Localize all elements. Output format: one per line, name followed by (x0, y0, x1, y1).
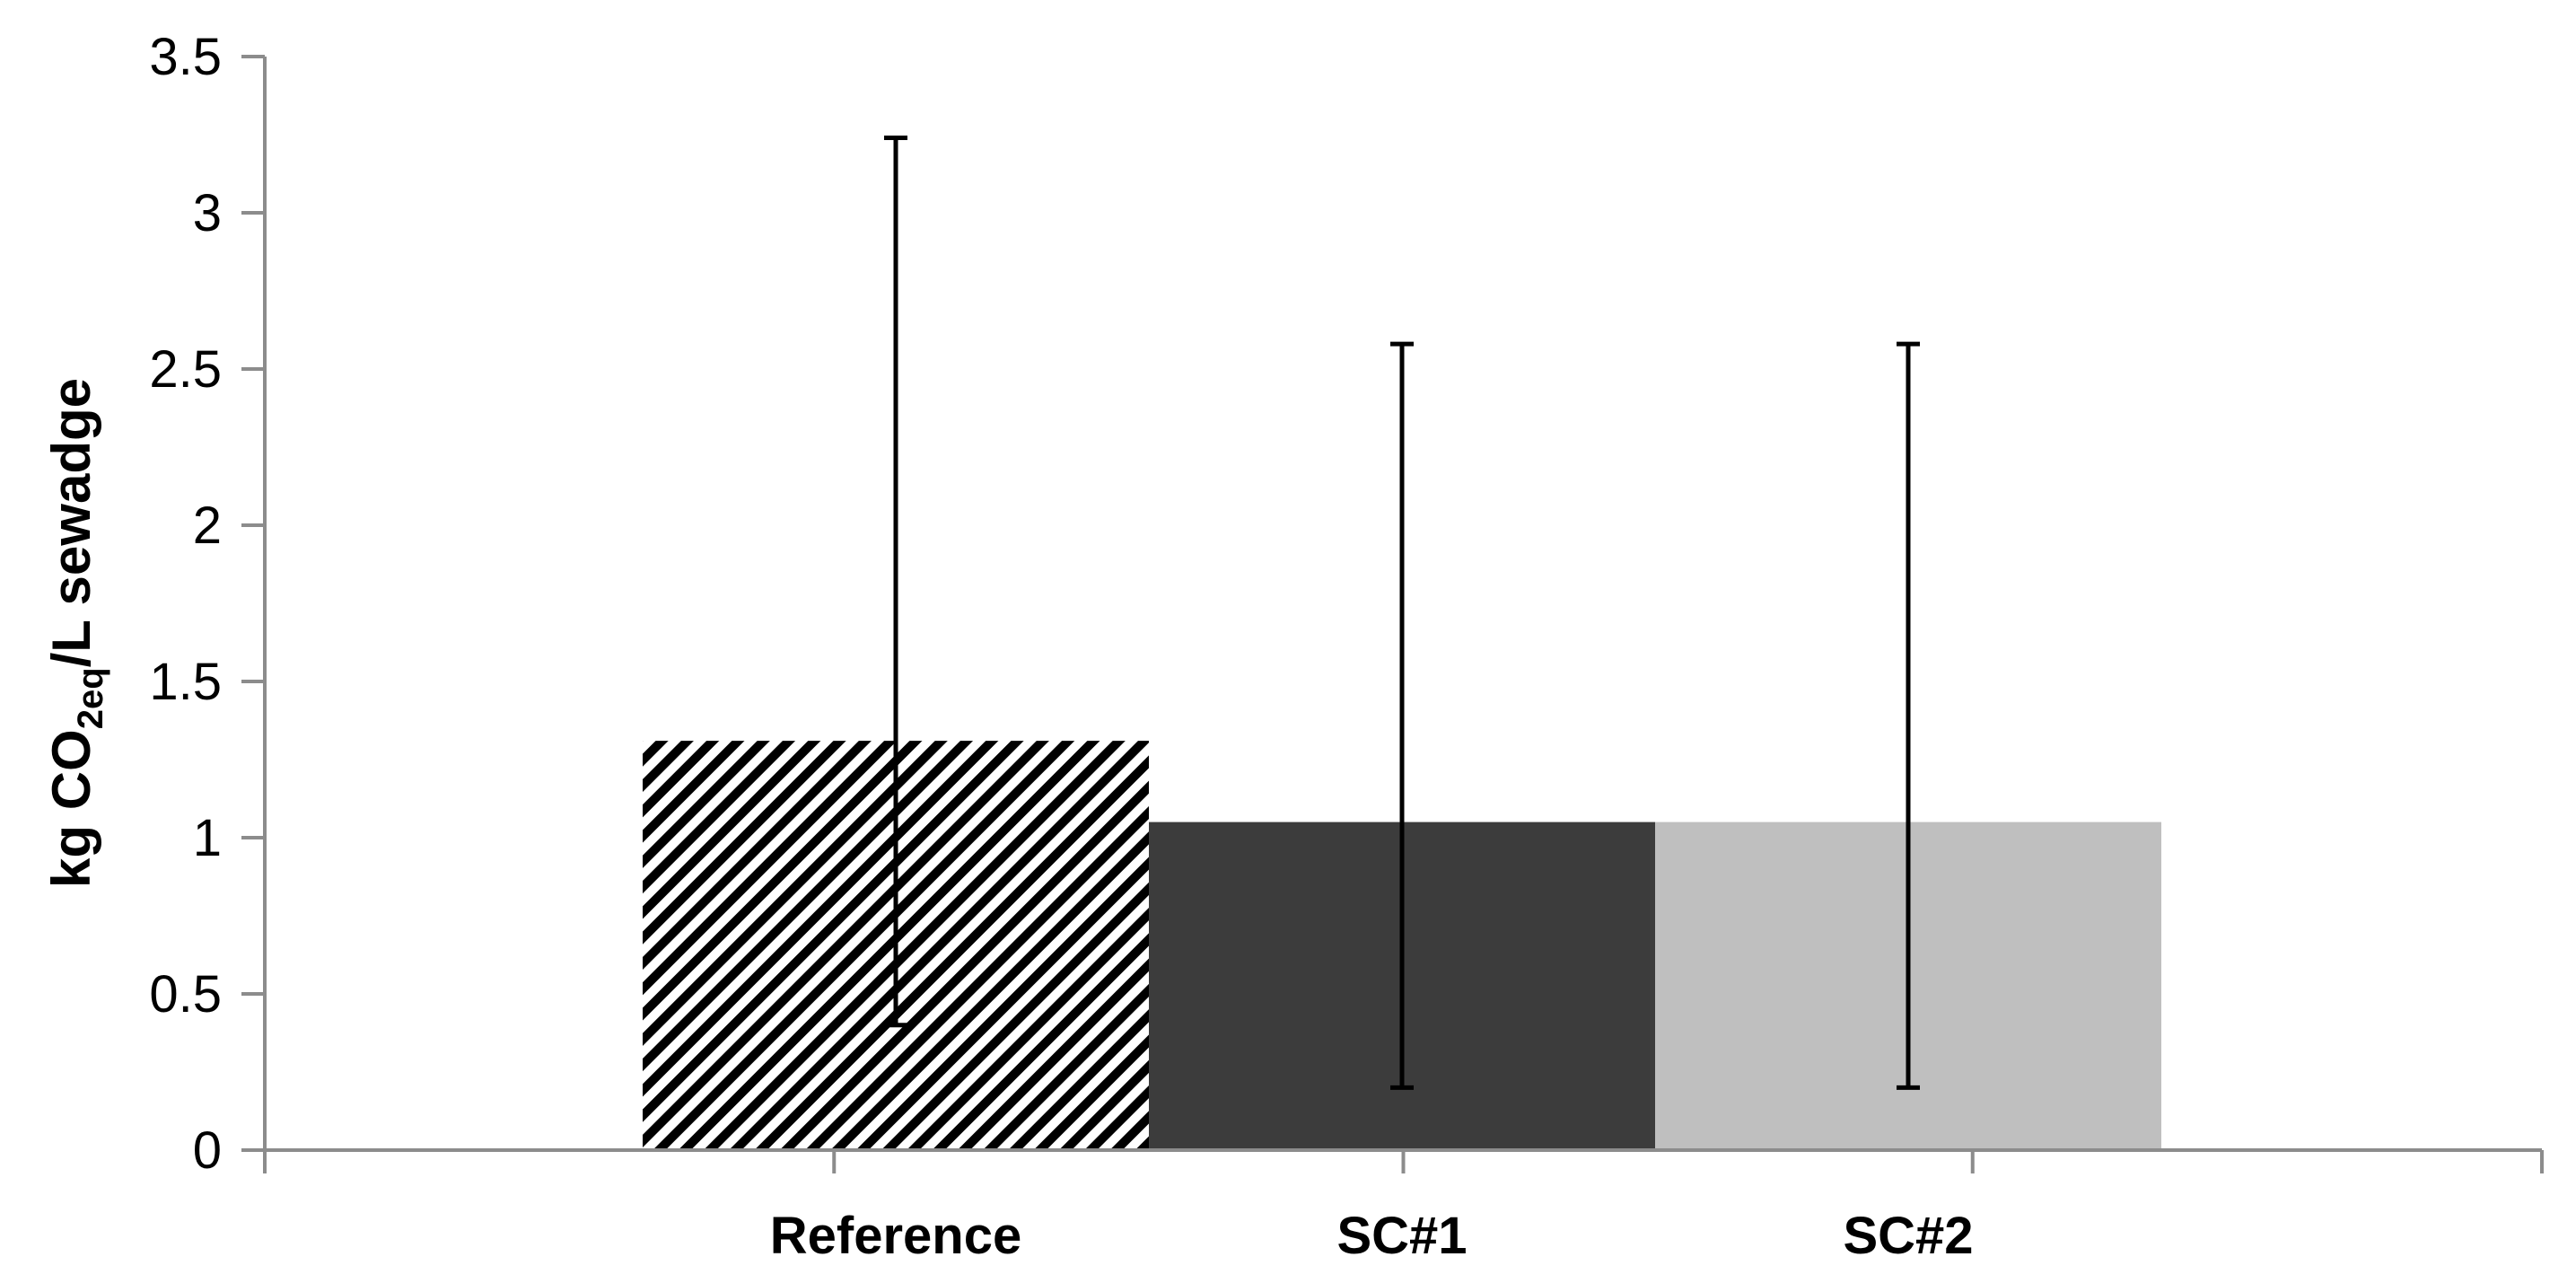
y-tick-label: 3.5 (149, 28, 222, 86)
y-axis-title-subscript: 2eq (71, 667, 110, 729)
y-tick-label: 0.5 (149, 965, 222, 1024)
x-category-label: Reference (770, 1207, 1021, 1265)
y-tick-label: 3 (193, 184, 222, 242)
y-axis-title-suffix: /L sewadge (41, 378, 101, 667)
y-tick-label: 0 (193, 1121, 222, 1180)
y-axis-title: kg CO2eq/L sewadge (41, 378, 110, 888)
x-category-labels: Reference SC#1 SC#2 (770, 1207, 1974, 1265)
x-category-label: SC#1 (1336, 1207, 1467, 1265)
y-tick-label: 1 (193, 809, 222, 867)
y-tick-label: 2 (193, 497, 222, 555)
x-category-label: SC#2 (1843, 1207, 1973, 1265)
axes-layer (241, 55, 2544, 1173)
y-tick-label: 1.5 (149, 653, 222, 711)
y-tick-label: 2.5 (149, 340, 222, 399)
y-axis-title-prefix: kg CO (41, 729, 101, 888)
error-bars-layer (884, 135, 1920, 1090)
y-tick-labels: 0 0.5 1 1.5 2 2.5 3 3.5 (149, 28, 222, 1180)
